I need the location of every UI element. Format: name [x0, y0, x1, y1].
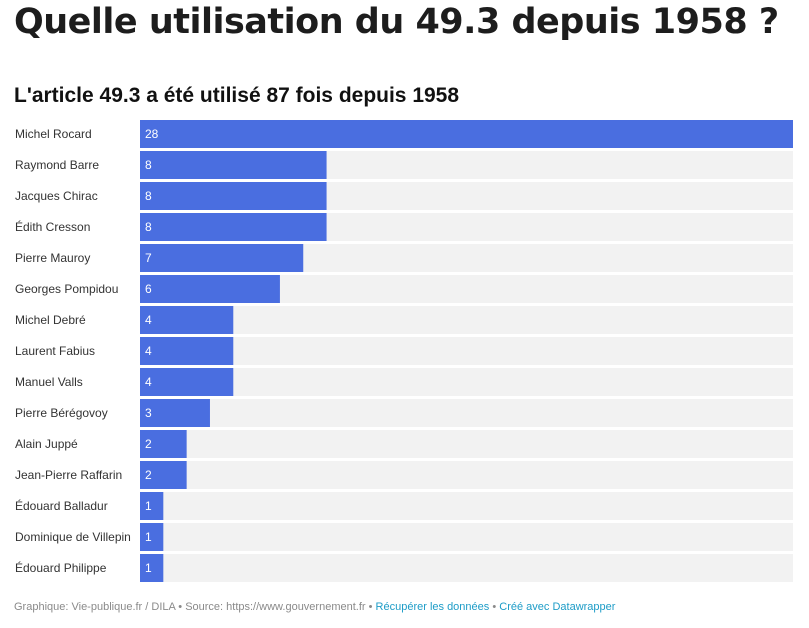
- category-label-edith-cresson: Édith Cresson: [15, 219, 90, 234]
- value-label-michel-rocard: 28: [145, 127, 159, 141]
- category-label-alain-juppe: Alain Juppé: [15, 437, 78, 451]
- bar-track-dominique-de-villepin: [140, 523, 793, 551]
- value-label-pierre-mauroy: 7: [145, 251, 152, 265]
- bar-pierre-mauroy: [140, 244, 304, 272]
- bar-track-edouard-balladur: [140, 492, 793, 520]
- get-data-link[interactable]: Récupérer les données: [375, 601, 490, 613]
- category-label-georges-pompidou: Georges Pompidou: [15, 282, 118, 296]
- bar-track-alain-juppe: [140, 430, 793, 458]
- value-label-georges-pompidou: 6: [145, 282, 152, 296]
- datawrapper-link[interactable]: Créé avec Datawrapper: [499, 601, 616, 613]
- value-label-michel-debre: 4: [145, 313, 152, 327]
- category-label-michel-rocard: Michel Rocard: [15, 127, 92, 141]
- footer-source: Graphique: Vie-publique.fr / DILA • Sour…: [14, 601, 373, 613]
- value-label-dominique-de-villepin: 1: [145, 530, 152, 544]
- value-label-pierre-beregovoy: 3: [145, 406, 152, 420]
- bar-track-edouard-philippe: [140, 554, 793, 582]
- value-label-edith-cresson: 8: [145, 220, 152, 234]
- category-label-jacques-chirac: Jacques Chirac: [15, 189, 98, 203]
- value-label-alain-juppe: 2: [145, 437, 152, 451]
- bar-track-pierre-beregovoy: [140, 399, 793, 427]
- category-label-pierre-beregovoy: Pierre Bérégovoy: [15, 406, 108, 420]
- bar-track-laurent-fabius: [140, 337, 793, 365]
- category-label-manuel-valls: Manuel Valls: [15, 375, 83, 389]
- bar-jacques-chirac: [140, 182, 327, 210]
- bar-raymond-barre: [140, 151, 327, 179]
- value-label-raymond-barre: 8: [145, 158, 152, 172]
- bar-michel-debre: [140, 306, 234, 334]
- value-label-edouard-philippe: 1: [145, 561, 152, 575]
- bar-georges-pompidou: [140, 275, 280, 303]
- value-label-manuel-valls: 4: [145, 375, 152, 389]
- value-label-jacques-chirac: 8: [145, 189, 152, 203]
- bar-edouard-balladur: [140, 492, 164, 520]
- value-label-edouard-balladur: 1: [145, 499, 152, 513]
- page-title: Quelle utilisation du 49.3 depuis 1958 ?: [14, 2, 779, 42]
- bar-track-michel-debre: [140, 306, 793, 334]
- footer-separator: •: [492, 601, 497, 613]
- category-label-dominique-de-villepin: Dominique de Villepin: [15, 530, 131, 544]
- bar-track-jean-pierre-raffarin: [140, 461, 793, 489]
- bar-edith-cresson: [140, 213, 327, 241]
- category-label-laurent-fabius: Laurent Fabius: [15, 344, 95, 358]
- category-label-edouard-balladur: Édouard Balladur: [15, 498, 108, 513]
- bar-laurent-fabius: [140, 337, 234, 365]
- category-label-pierre-mauroy: Pierre Mauroy: [15, 251, 90, 265]
- bar-dominique-de-villepin: [140, 523, 164, 551]
- bar-edouard-philippe: [140, 554, 164, 582]
- category-label-edouard-philippe: Édouard Philippe: [15, 560, 107, 575]
- bar-alain-juppe: [140, 430, 187, 458]
- value-label-laurent-fabius: 4: [145, 344, 152, 358]
- bar-track-manuel-valls: [140, 368, 793, 396]
- bar-michel-rocard: [140, 120, 793, 148]
- bar-pierre-beregovoy: [140, 399, 210, 427]
- chart-title: L'article 49.3 a été utilisé 87 fois dep…: [14, 84, 460, 107]
- bar-manuel-valls: [140, 368, 234, 396]
- category-label-jean-pierre-raffarin: Jean-Pierre Raffarin: [15, 468, 122, 482]
- value-label-jean-pierre-raffarin: 2: [145, 468, 152, 482]
- category-label-michel-debre: Michel Debré: [15, 313, 86, 327]
- category-label-raymond-barre: Raymond Barre: [15, 158, 99, 172]
- bar-jean-pierre-raffarin: [140, 461, 187, 489]
- chart-footer: Graphique: Vie-publique.fr / DILA • Sour…: [14, 601, 615, 613]
